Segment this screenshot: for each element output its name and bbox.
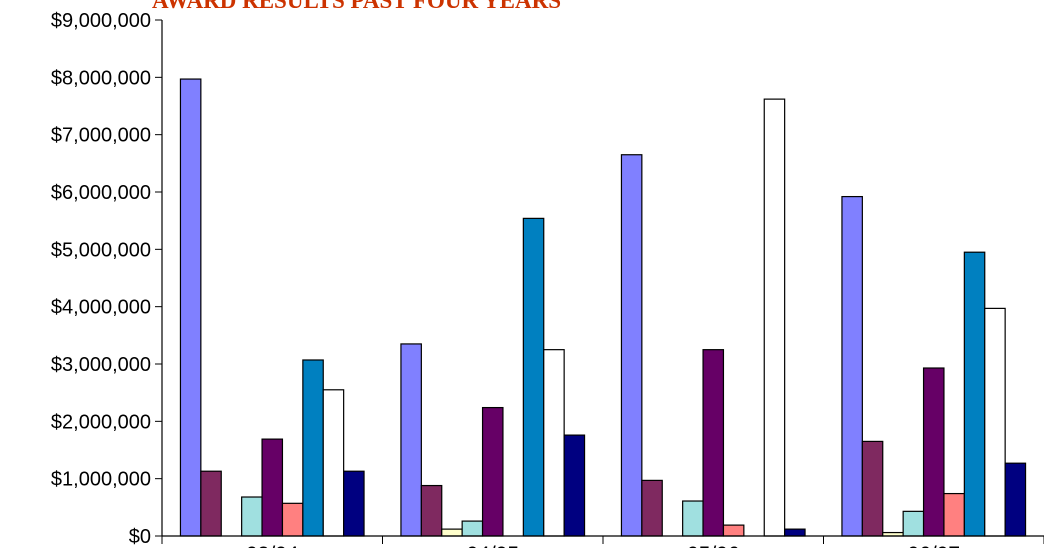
bar (179, 78, 202, 537)
y-tick-label: $9,000,000 (51, 10, 151, 32)
bar (420, 484, 443, 537)
y-tick-label: $2,000,000 (51, 411, 151, 433)
y-tick-label: $5,000,000 (51, 239, 151, 261)
bar (702, 349, 725, 537)
bar (343, 470, 365, 537)
y-tick-label: $1,000,000 (51, 469, 151, 491)
bar (984, 307, 1006, 537)
bar (620, 154, 643, 537)
y-tick-label: $4,000,000 (51, 297, 151, 319)
bar (902, 510, 925, 537)
bar (841, 195, 863, 537)
y-tick-label: $0 (129, 526, 151, 548)
bar (682, 500, 704, 537)
y-axis-ticks: $0 $1,000,000 $2,000,000 $3,000,000 $4,000,0… (51, 10, 162, 548)
bar (563, 434, 586, 537)
x-axis-categories: 03/04 04/05 05/06 06/07 (246, 543, 960, 548)
y-tick-label: $6,000,000 (51, 182, 151, 204)
y-tick-label: $8,000,000 (51, 67, 151, 89)
bar (200, 470, 222, 537)
bar (722, 524, 745, 537)
bars (179, 78, 1027, 537)
bar (1004, 462, 1027, 537)
bar (763, 98, 786, 537)
bar (322, 389, 345, 537)
bar (522, 217, 545, 537)
y-tick-label: $3,000,000 (51, 354, 151, 376)
x-category-label: 06/07 (907, 543, 960, 548)
bar (481, 406, 504, 537)
bar (861, 440, 884, 537)
bar (963, 251, 986, 537)
bar (641, 479, 663, 537)
bar (281, 502, 304, 537)
bar (543, 349, 565, 537)
bar (261, 438, 284, 537)
bar (461, 520, 484, 537)
bar (922, 367, 945, 537)
bar (400, 343, 422, 537)
bar (441, 528, 463, 537)
chart-title: AWARD RESULTS PAST FOUR YEARS (152, 0, 561, 13)
x-category-label: 04/05 (466, 543, 519, 548)
bar (784, 528, 806, 537)
bar (302, 359, 324, 537)
axes (161, 20, 1044, 544)
x-category-label: 03/04 (246, 543, 299, 548)
y-tick-label: $7,000,000 (51, 125, 151, 147)
bar (943, 492, 965, 537)
bar (241, 496, 263, 537)
x-category-label: 05/06 (687, 543, 740, 548)
